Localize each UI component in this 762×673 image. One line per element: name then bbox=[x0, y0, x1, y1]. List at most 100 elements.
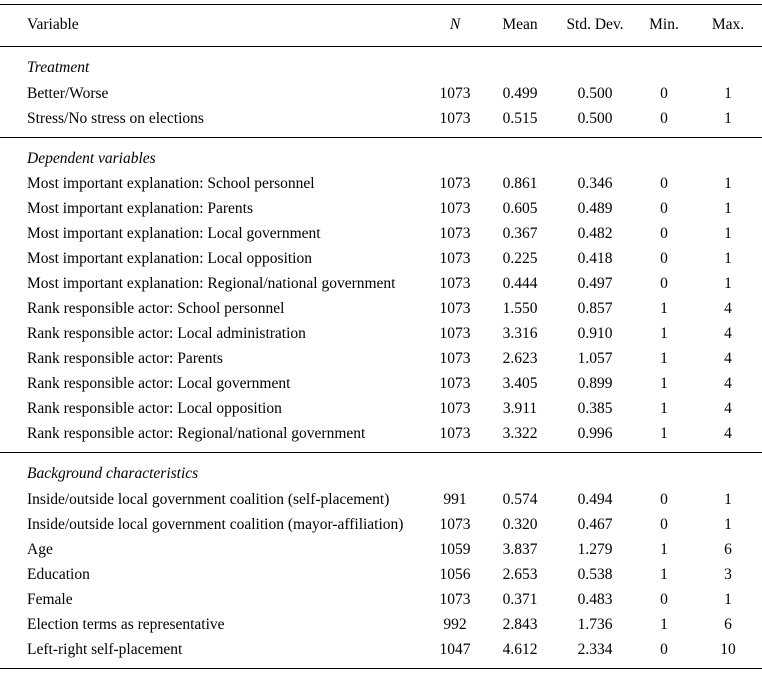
stat-value-cell: 1 bbox=[724, 275, 732, 292]
stat-value-cell: 0 bbox=[660, 250, 668, 267]
table-row: Most important explanation: Regional/nat… bbox=[0, 272, 762, 297]
summary-statistics-table: Variable N Mean Std. Dev. Min. Max. Trea… bbox=[0, 4, 762, 669]
stat-value-cell: 1073 bbox=[439, 250, 471, 267]
variable-name-cell: Most important explanation: Local opposi… bbox=[27, 250, 312, 267]
stat-value-cell: 1073 bbox=[439, 300, 471, 317]
stat-value-cell: 4 bbox=[724, 325, 732, 342]
stat-value-cell: 0.483 bbox=[577, 590, 613, 608]
table-row: Most important explanation: Parents 1073 0… bbox=[0, 197, 762, 222]
section-title-row: Background characteristics bbox=[0, 452, 762, 487]
stat-value-cell: 0 bbox=[660, 84, 668, 102]
table-header: Variable N Mean Std. Dev. Min. Max. bbox=[0, 4, 762, 47]
col-header-max: Max. bbox=[694, 4, 762, 47]
stat-value-cell: 1073 bbox=[439, 590, 471, 608]
stat-value-cell: 3.911 bbox=[502, 400, 538, 417]
stat-value-cell: 0.320 bbox=[502, 515, 538, 533]
stat-value-cell: 1073 bbox=[439, 200, 471, 217]
stat-value-cell: 0.489 bbox=[577, 200, 613, 217]
stat-value-cell: 1 bbox=[660, 325, 668, 342]
stat-value-cell: 3 bbox=[724, 565, 732, 583]
stat-value-cell: 0.857 bbox=[577, 300, 613, 317]
stat-value-cell: 991 bbox=[443, 490, 467, 508]
stat-value-cell: 1 bbox=[724, 109, 732, 127]
stat-value-cell: 4.612 bbox=[502, 640, 538, 658]
variable-name-cell: Inside/outside local government coalitio… bbox=[27, 515, 404, 533]
stat-value-cell: 0.467 bbox=[577, 515, 613, 533]
stat-value-cell: 1 bbox=[660, 350, 668, 367]
stat-value-cell: 0.482 bbox=[577, 225, 613, 242]
stat-value-cell: 1 bbox=[724, 175, 732, 192]
stat-value-cell: 1 bbox=[724, 590, 732, 608]
variable-name-cell: Most important explanation: Parents bbox=[27, 200, 254, 217]
stat-value-cell: 0.500 bbox=[577, 84, 613, 102]
stat-value-cell: 1073 bbox=[439, 84, 471, 102]
stat-value-cell: 1073 bbox=[439, 375, 471, 392]
stat-value-cell: 3.322 bbox=[502, 425, 538, 442]
variable-name-cell: Rank responsible actor: Local opposition bbox=[27, 400, 282, 417]
stat-value-cell: 1 bbox=[660, 565, 668, 583]
stat-value-cell: 0 bbox=[660, 225, 668, 242]
stat-value-cell: 0.225 bbox=[502, 250, 538, 267]
stat-value-cell: 0.996 bbox=[577, 425, 613, 442]
stat-value-cell: 0.899 bbox=[577, 375, 613, 392]
stat-value-cell: 2.653 bbox=[502, 565, 538, 583]
stat-value-cell: 0.444 bbox=[502, 275, 538, 292]
col-header-n: N bbox=[426, 4, 484, 47]
stat-value-cell: 0.418 bbox=[577, 250, 613, 267]
stat-value-cell: 4 bbox=[724, 400, 732, 417]
variable-name-cell: Rank responsible actor: Parents bbox=[27, 350, 223, 367]
col-header-min: Min. bbox=[634, 4, 694, 47]
variable-name-cell: Most important explanation: School perso… bbox=[27, 175, 315, 192]
stat-value-cell: 0.499 bbox=[502, 84, 538, 102]
stat-value-cell: 0.574 bbox=[502, 490, 538, 508]
stat-value-cell: 2.843 bbox=[502, 615, 538, 633]
stat-value-cell: 1 bbox=[660, 300, 668, 317]
stat-value-cell: 6 bbox=[724, 615, 732, 633]
col-header-variable: Variable bbox=[0, 4, 426, 47]
stat-value-cell: 1.057 bbox=[577, 350, 613, 367]
section-title: Dependent variables bbox=[0, 136, 762, 172]
stat-value-cell: 1.736 bbox=[577, 615, 613, 633]
stat-value-cell: 0 bbox=[660, 640, 668, 658]
table-row: Most important explanation: Local opposi… bbox=[0, 247, 762, 272]
section-title: Background characteristics bbox=[0, 452, 762, 487]
stat-value-cell: 1 bbox=[660, 425, 668, 442]
stat-value-cell: 2.623 bbox=[502, 350, 538, 367]
variable-name-cell: Rank responsible actor: Local administra… bbox=[27, 325, 306, 342]
stat-value-cell: 1 bbox=[660, 615, 668, 633]
stat-value-cell: 1 bbox=[724, 490, 732, 508]
variable-name-cell: Rank responsible actor: Regional/nationa… bbox=[27, 425, 366, 442]
table-row: Female 1073 0.371 0.483 0 1 bbox=[0, 587, 762, 612]
stat-value-cell: 1073 bbox=[439, 400, 471, 417]
variable-name-cell: Rank responsible actor: School personnel bbox=[27, 300, 285, 317]
section-title: Treatment bbox=[27, 59, 90, 76]
table-row: Election terms as representative 992 2.843… bbox=[0, 612, 762, 637]
stat-value-cell: 2.334 bbox=[577, 640, 613, 658]
stat-value-cell: 3.316 bbox=[502, 325, 538, 342]
stat-value-cell: 0.367 bbox=[502, 225, 538, 242]
variable-name-cell: Rank responsible actor: Local government bbox=[27, 375, 291, 392]
variable-name-cell: Better/Worse bbox=[27, 84, 109, 102]
stat-value-cell: 1 bbox=[660, 540, 668, 558]
stat-value-cell: 0 bbox=[660, 175, 668, 192]
stat-value-cell: 0.497 bbox=[577, 275, 613, 292]
stat-value-cell: 0 bbox=[660, 490, 668, 508]
stat-value-cell: 1073 bbox=[439, 109, 471, 127]
variable-name-cell: Left-right self-placement bbox=[27, 640, 183, 658]
stat-value-cell: 0.494 bbox=[577, 490, 613, 508]
stat-value-cell: 0.861 bbox=[502, 175, 538, 192]
stat-value-cell: 0.605 bbox=[502, 200, 538, 217]
section-title-row: Dependent variables bbox=[0, 136, 762, 172]
stat-value-cell: 1073 bbox=[439, 275, 471, 292]
col-header-mean: Mean bbox=[484, 4, 556, 47]
variable-name-cell: Stress/No stress on elections bbox=[27, 109, 204, 127]
table-row: Stress/No stress on elections 1073 0.515 0.… bbox=[0, 106, 762, 137]
stat-value-cell: 0 bbox=[660, 109, 668, 127]
table-row: Inside/outside local government coalitio… bbox=[0, 512, 762, 537]
variable-name-cell: Most important explanation: Regional/nat… bbox=[27, 275, 396, 292]
stat-value-cell: 3.837 bbox=[502, 540, 538, 558]
stat-value-cell: 1073 bbox=[439, 515, 471, 533]
variable-name-cell: Age bbox=[27, 540, 53, 558]
stat-value-cell: 0.538 bbox=[577, 565, 613, 583]
stat-value-cell: 0 bbox=[660, 515, 668, 533]
